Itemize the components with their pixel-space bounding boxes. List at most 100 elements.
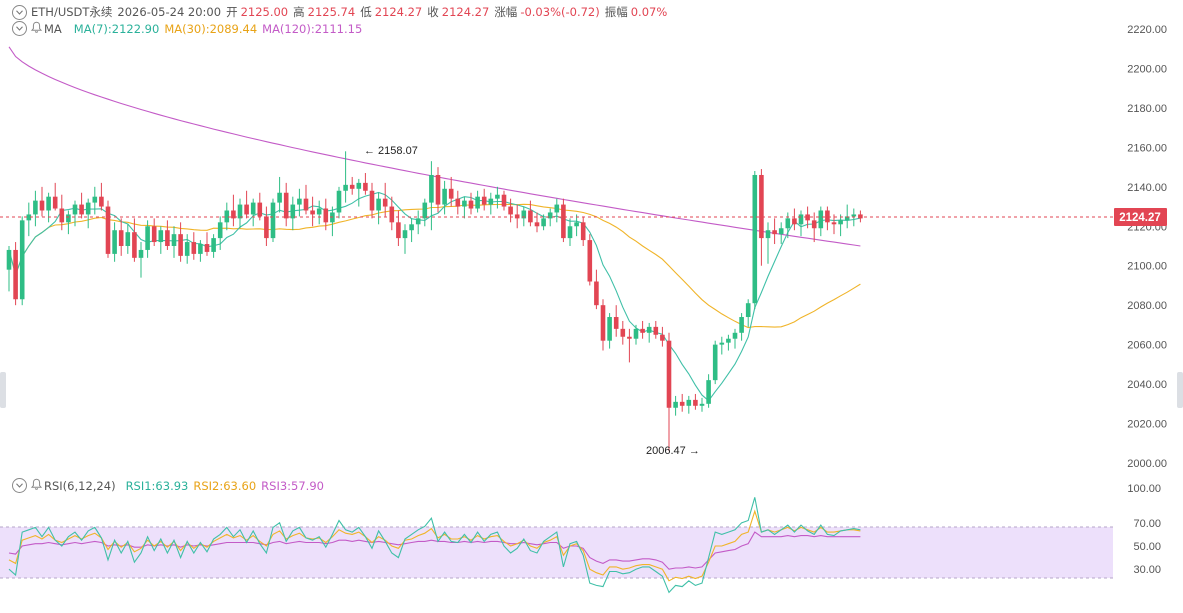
- candle: [719, 336, 725, 355]
- candle-body: [561, 204, 566, 239]
- candle-body: [79, 204, 84, 215]
- candle: [85, 198, 91, 229]
- candle: [59, 194, 65, 231]
- candle: [171, 226, 177, 258]
- candle: [679, 393, 685, 412]
- candle: [462, 196, 467, 219]
- candle: [607, 313, 612, 349]
- candle: [574, 214, 579, 237]
- candle-body: [198, 244, 203, 254]
- candle: [415, 210, 421, 235]
- candle: [402, 224, 408, 254]
- candle: [686, 395, 692, 414]
- collapse-chevron-icon[interactable]: [12, 21, 27, 36]
- ma-legend-row: MA MA(7):2122.90 MA(30):2089.44 MA(120):…: [12, 21, 367, 36]
- candle-body: [442, 188, 447, 205]
- rsi3-value: RSI3:57.90: [261, 478, 324, 493]
- candle: [798, 210, 804, 237]
- candle-body: [310, 210, 315, 215]
- candle-body: [118, 230, 124, 246]
- candle-body: [204, 244, 210, 252]
- candle: [46, 192, 51, 223]
- candle: [745, 299, 751, 327]
- candle-body: [475, 196, 480, 209]
- candle: [455, 190, 461, 215]
- close-label: 收: [427, 5, 439, 19]
- right-edge-handle[interactable]: [1177, 372, 1183, 408]
- ma-label: MA: [44, 21, 62, 36]
- price-axis-tick: 2140.00: [1127, 182, 1167, 194]
- candle-body: [534, 222, 540, 227]
- candle: [429, 161, 434, 231]
- candle-body: [858, 214, 863, 219]
- high-label: 高: [293, 5, 305, 19]
- candle: [165, 220, 170, 250]
- candle-body: [46, 196, 51, 211]
- candle-body: [382, 198, 388, 207]
- candle: [72, 200, 78, 227]
- candle: [125, 224, 131, 254]
- candle: [217, 216, 223, 250]
- candle-body: [26, 214, 32, 221]
- candle: [330, 206, 335, 237]
- candle-body: [699, 403, 705, 406]
- collapse-chevron-icon[interactable]: [12, 4, 27, 20]
- candle: [726, 334, 731, 351]
- candle: [666, 332, 672, 452]
- rsi-axis-tick: 30.00: [1133, 564, 1161, 576]
- candle-body: [613, 317, 619, 329]
- candle-body: [785, 218, 791, 229]
- candle: [706, 374, 711, 408]
- candle-body: [158, 230, 164, 243]
- bell-icon[interactable]: [30, 478, 43, 493]
- candle-body: [231, 210, 236, 219]
- collapse-chevron-icon[interactable]: [12, 478, 27, 493]
- candle: [52, 182, 58, 211]
- candle-body: [633, 328, 639, 339]
- candle-body: [481, 196, 487, 205]
- candle-body: [165, 230, 170, 246]
- candle: [541, 214, 546, 231]
- open-value: 2125.00: [240, 5, 289, 19]
- left-edge-handle[interactable]: [0, 372, 6, 408]
- candle: [481, 188, 487, 211]
- candle-body: [396, 222, 401, 239]
- open-label: 开: [226, 5, 238, 19]
- rsi-axis-tick: 50.00: [1133, 541, 1161, 553]
- candle-body: [303, 198, 309, 211]
- candle-body: [514, 214, 520, 219]
- amplitude-label: 振幅: [604, 5, 628, 19]
- candle: [660, 326, 665, 347]
- candle-body: [171, 234, 177, 246]
- candle: [343, 151, 348, 203]
- candle-body: [554, 204, 560, 213]
- candle: [290, 196, 296, 231]
- candle: [369, 182, 375, 219]
- candle: [792, 208, 797, 231]
- candle-body: [343, 184, 348, 191]
- candle-body: [646, 326, 652, 333]
- candle: [158, 226, 164, 254]
- ma30-value: MA(30):2089.44: [164, 21, 258, 36]
- candle-body: [686, 399, 692, 406]
- candle: [488, 192, 494, 215]
- candle: [303, 184, 309, 215]
- candle-body: [52, 196, 58, 209]
- bell-icon[interactable]: [30, 21, 43, 36]
- candle-body: [283, 192, 289, 219]
- candle-body: [415, 218, 421, 225]
- low-marker-label: 2006.47 →: [646, 445, 700, 457]
- candle: [363, 173, 368, 195]
- candle-body: [422, 202, 428, 219]
- candle: [772, 218, 777, 245]
- candle: [323, 198, 329, 231]
- candle: [587, 234, 593, 286]
- candle-body: [541, 218, 546, 227]
- candle: [811, 212, 817, 243]
- candle-body: [600, 305, 606, 341]
- candle: [633, 324, 639, 345]
- candle: [475, 190, 480, 213]
- ma30-line: [8, 203, 861, 329]
- low-value: 2124.27: [374, 5, 423, 19]
